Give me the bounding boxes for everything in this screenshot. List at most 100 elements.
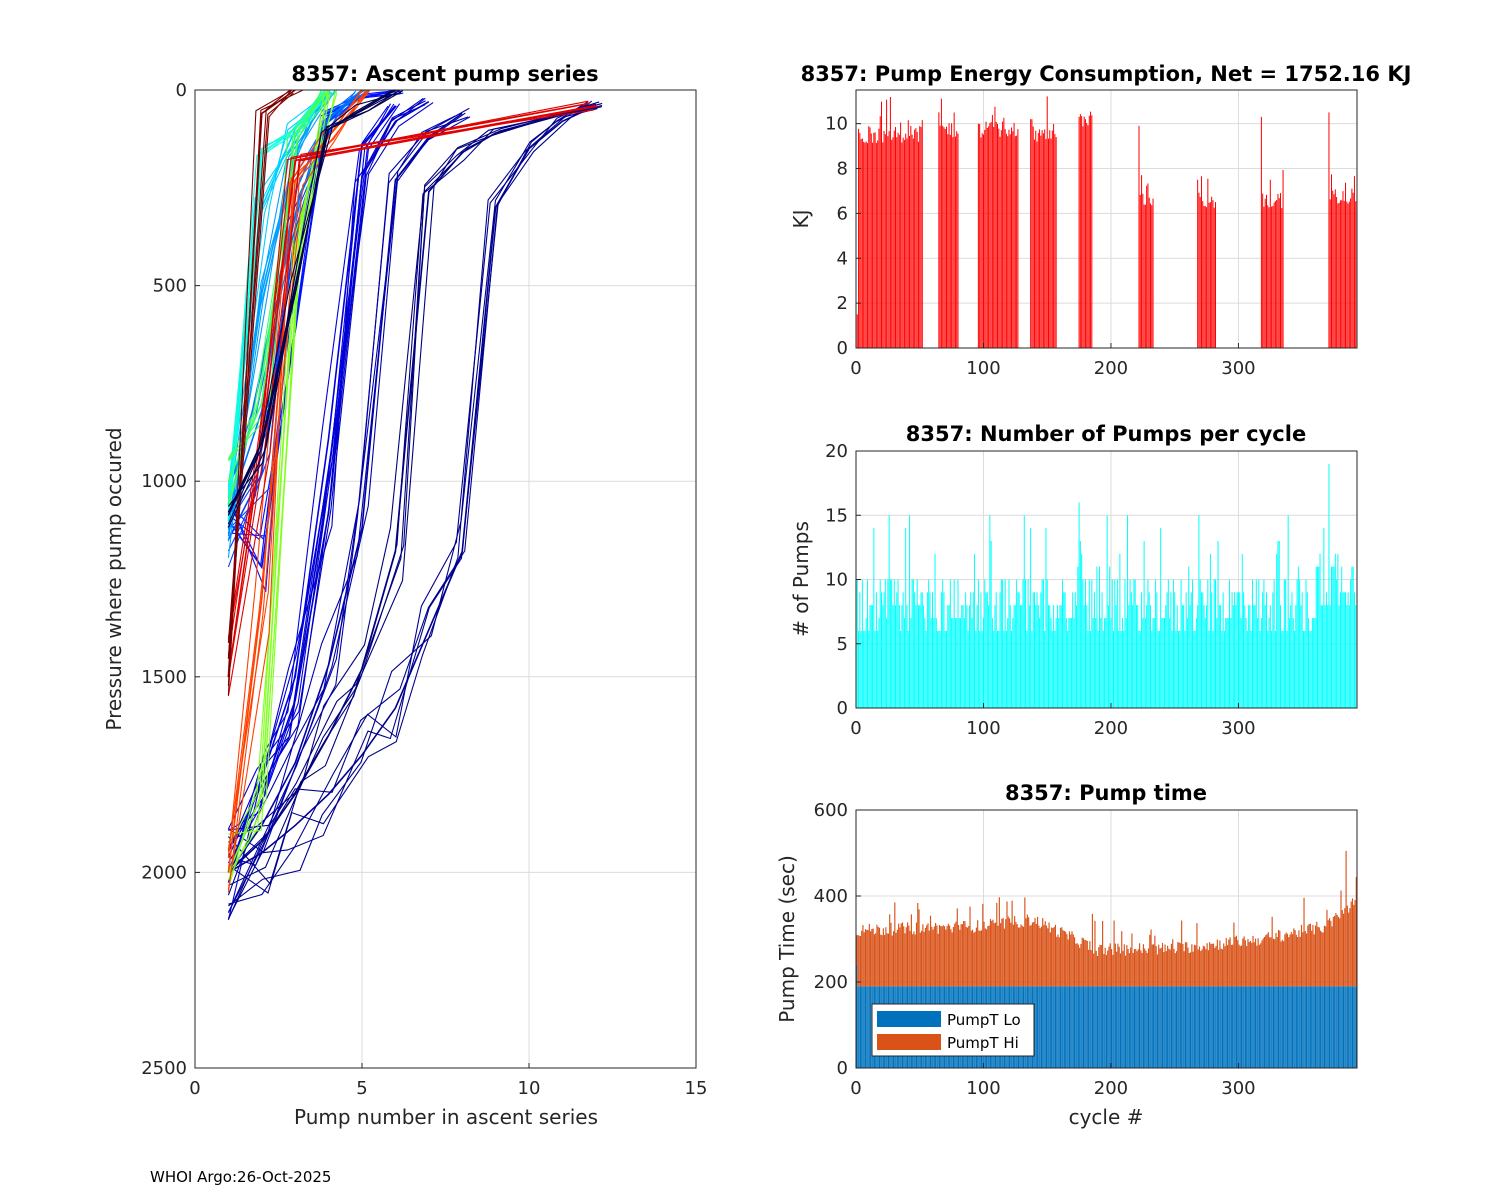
pumptime-hi-bar [1049, 932, 1051, 987]
pumptime-lo-bar [1253, 986, 1255, 1068]
pumptime-hi-bar [991, 920, 993, 987]
pumptime-lo-bar [1269, 986, 1271, 1068]
pumptime-hi-bar [940, 926, 942, 987]
pumptime-hi-bar [1043, 924, 1045, 987]
pumptime-hi-bar [1163, 951, 1165, 987]
pumptime-hi-bar [1191, 944, 1193, 987]
pumptime-lo-bar [1105, 986, 1108, 1068]
pumptime-hi-bar [1279, 930, 1281, 987]
pumptime-hi-bar [1302, 932, 1304, 987]
pumptime-lo-bar [1195, 986, 1197, 1068]
pumptime-hi-bar [1340, 890, 1342, 987]
pumptime-lo-bar [1147, 986, 1150, 1068]
pumptime-hi-bar [1075, 943, 1077, 987]
x-tick-label: 300 [1221, 358, 1255, 379]
pumptime-lo-bar [1179, 986, 1181, 1068]
pumptime-hi-bar [1216, 939, 1218, 987]
y-tick-label: 0 [837, 338, 848, 359]
pumptime-lo-bar [1073, 986, 1076, 1068]
pumptime-hi-bar [861, 930, 863, 987]
pumptime-hi-bar [884, 934, 886, 987]
pumptime-hi-bar [1286, 933, 1289, 987]
pumptime-lo-bar [1321, 986, 1323, 1068]
pumptime-lo-bar [1299, 986, 1301, 1068]
pumptime-hi-bar [1155, 946, 1157, 987]
pumptime-hi-bar [1269, 937, 1271, 987]
pumptime-hi-bar [943, 926, 946, 987]
energy-title: 8357: Pump Energy Consumption, Net = 175… [801, 62, 1412, 86]
pumptime-hi-bar [1247, 939, 1249, 987]
pumptime-hi-bar [974, 931, 976, 987]
pumptime-hi-bar [1284, 934, 1286, 987]
pumptime-lo-bar [1045, 986, 1048, 1068]
pumptime-hi-bar [931, 926, 933, 987]
pumptime-lo-bar [1169, 986, 1171, 1068]
pumptime-hi-bar [1266, 934, 1268, 987]
pumptime-lo-bar [1348, 986, 1350, 1068]
pumptime-hi-bar [1105, 955, 1108, 987]
pumptime-hi-bar [1233, 922, 1235, 987]
pumptime-hi-bar [882, 928, 884, 987]
pumptime-lo-bar [1156, 986, 1159, 1068]
pumptime-lo-bar [1204, 986, 1206, 1068]
pumptime-hi-bar [1114, 943, 1116, 987]
pumptime-hi-bar [1307, 925, 1309, 987]
pumptime-lo-bar [1219, 986, 1221, 1068]
pumptime-chart: 0 100 200 300 0 200 400 600 8357: Pump time cyc… [775, 781, 1358, 1129]
pumptime-lo-bar [1178, 986, 1180, 1068]
pumptime-lo-bar [1038, 986, 1040, 1068]
pumptime-hi-bar [1109, 943, 1111, 987]
pumptime-lo-bar [1277, 986, 1280, 1068]
pumptime-hi-bar [1201, 949, 1203, 987]
x-tick-label: 300 [1221, 718, 1255, 739]
ascent-profile-line [227, 112, 466, 913]
pumptime-hi-bar [1184, 942, 1187, 987]
pumptime-hi-bar [1033, 922, 1035, 987]
pumptime-hi-bar [951, 932, 953, 987]
pumptime-hi-bar [936, 925, 938, 987]
pumptime-lo-bar [1232, 986, 1234, 1068]
pumptime-hi-bar [1057, 934, 1059, 987]
pumptime-lo-bar [1276, 986, 1278, 1068]
pumptime-lo-bar [1182, 986, 1184, 1068]
pumptime-hi-bar [1141, 952, 1143, 987]
pumptime-hi-bar [1029, 925, 1031, 987]
pumps-title: 8357: Number of Pumps per cycle [906, 422, 1306, 446]
pumptime-lo-bar [1265, 986, 1267, 1068]
pumptime-hi-bar [912, 934, 914, 987]
pumptime-hi-bar [1334, 915, 1336, 987]
pumptime-hi-bar [877, 926, 879, 987]
pumptime-lo-bar [1279, 986, 1281, 1068]
pumptime-lo-bar [1237, 986, 1239, 1068]
pumptime-hi-bar [890, 922, 892, 987]
pumptime-hi-bar [1071, 931, 1073, 987]
pumptime-hi-bar [881, 935, 883, 987]
pumptime-hi-bar [1355, 877, 1357, 987]
pumptime-hi-bar [1167, 945, 1169, 987]
pumptime-hi-bar [996, 902, 998, 987]
pumptime-hi-bar [1168, 948, 1170, 987]
pumptime-hi-bar [1048, 922, 1050, 987]
pumptime-lo-bar [1131, 986, 1133, 1068]
pumptime-hi-bar [1076, 943, 1078, 987]
pumptime-lo-bar [1309, 986, 1311, 1068]
pumptime-hi-bar [1252, 935, 1254, 987]
pumptime-hi-bar [856, 935, 858, 965]
pumptime-hi-bar [1218, 949, 1220, 987]
pumptime-lo-bar [1149, 986, 1151, 1068]
x-tick-label: 0 [850, 358, 861, 379]
pumptime-hi-bar [1238, 944, 1240, 987]
pumptime-lo-bar [1177, 986, 1179, 1068]
pumptime-hi-bar [1024, 897, 1026, 987]
pumptime-hi-bar [1047, 928, 1049, 987]
pumptime-hi-bar [1288, 937, 1290, 987]
pumptime-hi-bar [1320, 930, 1322, 987]
pumptime-lo-bar [1308, 986, 1310, 1068]
y-tick-label: 400 [814, 886, 848, 907]
pumptime-lo-bar [1114, 986, 1116, 1068]
pumptime-lo-bar [1317, 986, 1319, 1068]
pumptime-hi-bar [1150, 929, 1152, 987]
energy-series [856, 96, 1358, 348]
x-tick-label: 5 [356, 1078, 367, 1099]
pumptime-hi-bar [1258, 944, 1260, 987]
